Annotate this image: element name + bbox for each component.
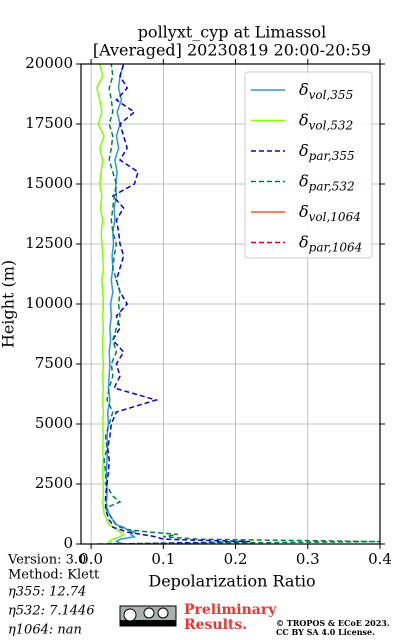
legend-label: δpar,355 — [299, 141, 355, 163]
y-tick-label: 17500 — [25, 114, 73, 132]
profile-line — [104, 64, 251, 544]
plot-frame — [80, 63, 381, 545]
legend-label: δvol,532 — [299, 110, 353, 132]
legend-label: δvol,355 — [299, 80, 353, 102]
annotation: η532: 7.1446 — [8, 604, 95, 619]
license-logo — [119, 605, 177, 627]
profile-line — [96, 64, 125, 544]
y-axis-label: Height (m) — [0, 260, 18, 348]
annotation: Method: Klett — [8, 568, 100, 583]
chart-subtitle: [Averaged] 20230819 20:00-20:59 — [93, 41, 371, 60]
x-axis-label: Depolarization Ratio — [148, 572, 315, 591]
chart-title: pollyxt_cyp at Limassol — [138, 23, 327, 42]
y-tick-label: 0 — [63, 534, 73, 552]
x-tick-label: 0.4 — [368, 550, 392, 568]
y-tick-label: 12500 — [25, 234, 73, 252]
stamp: Results. — [184, 617, 247, 633]
legend-label: δvol,1064 — [299, 202, 361, 224]
y-tick-label: 10000 — [25, 294, 73, 312]
x-tick-label: 0.3 — [296, 550, 320, 568]
x-tick-label: 0.0 — [79, 550, 103, 568]
y-tick-label: 20000 — [25, 54, 73, 72]
y-tick-label: 15000 — [25, 174, 73, 192]
copyright: CC BY SA 4.0 License. — [276, 627, 375, 637]
legend-label: δpar,532 — [299, 171, 355, 193]
annotation: η1064: nan — [8, 623, 82, 638]
legend-label: δpar,1064 — [299, 232, 362, 254]
x-tick-label: 0.1 — [151, 550, 175, 568]
stamp: Preliminary — [184, 602, 277, 618]
annotation: η355: 12.74 — [8, 585, 86, 600]
profile-line — [98, 64, 380, 544]
copyright: © TROPOS & ECoE 2023. — [276, 618, 390, 628]
x-tick-label: 0.2 — [224, 550, 248, 568]
y-tick-label: 5000 — [35, 414, 73, 432]
annotation: Version: 3.0 — [7, 553, 86, 568]
y-tick-label: 7500 — [35, 354, 73, 372]
y-tick-label: 2500 — [35, 474, 73, 492]
